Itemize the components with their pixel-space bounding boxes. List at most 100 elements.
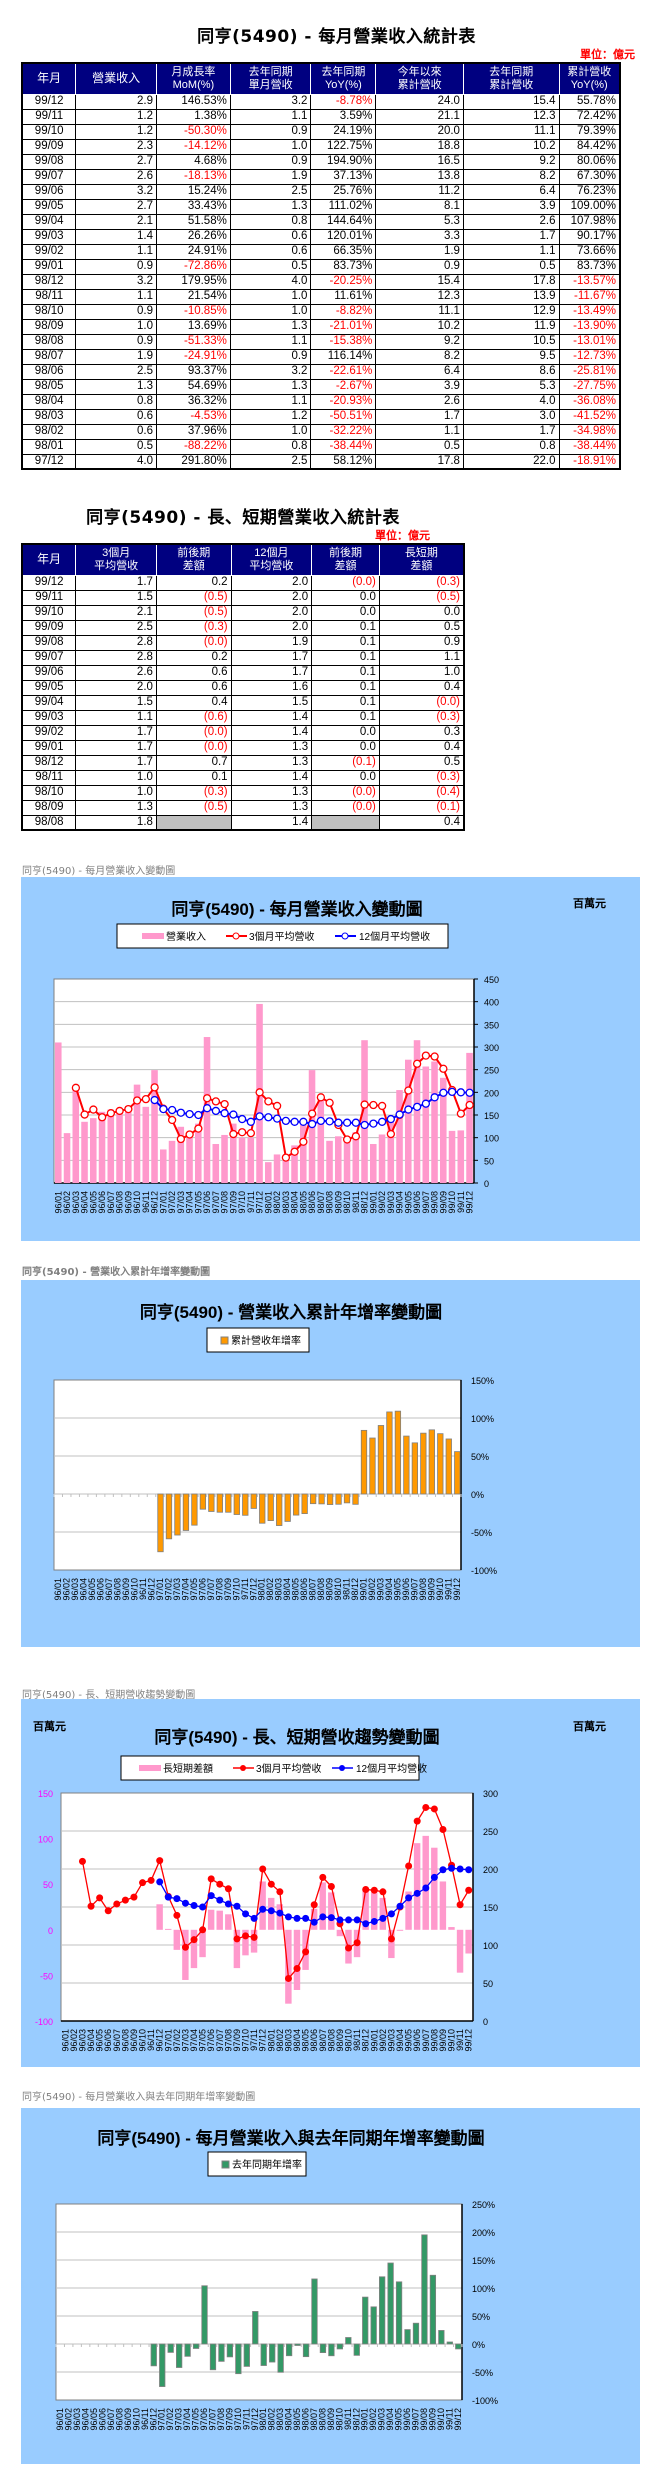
data-bar: [218, 2343, 225, 2362]
table-cell: 0.4: [155, 694, 232, 711]
table-cell: 2.0: [75, 679, 157, 696]
table-cell: (0.5): [155, 604, 232, 621]
x-axis-label: 99/11: [443, 1578, 453, 1600]
x-axis-label: 96/05: [95, 2029, 105, 2052]
y-axis-label: 50%: [472, 2312, 490, 2322]
table-cell: 11.2: [375, 183, 464, 200]
data-bar: [301, 1493, 308, 1515]
revenue-bar: [265, 1162, 272, 1183]
x-axis-label: 98/05: [292, 2408, 302, 2431]
data-bar: [370, 2306, 377, 2345]
x-axis-label: 96/05: [88, 1191, 98, 1214]
data-bar: [352, 1493, 359, 1505]
table-cell: -18.13%: [155, 168, 231, 185]
x-axis-label: 99/10: [447, 1191, 457, 1214]
table-cell: 1.5: [75, 694, 157, 711]
table-cell: -38.44%: [558, 438, 621, 455]
diff-bar: [216, 1910, 223, 1930]
table-cell: 6.4: [375, 363, 464, 380]
x-axis-label: 98/03: [283, 2029, 293, 2052]
table-cell: 0.1: [311, 679, 380, 696]
x-axis-label: 97/09: [224, 2408, 234, 2431]
table-row: 97/12 4.0 291.80% 2.5 58.12% 17.8 22.0 -18.91%: [21, 453, 621, 470]
data-bar: [379, 2276, 386, 2345]
table-cell: 0.9: [229, 123, 312, 140]
table-cell: 1.4: [230, 709, 313, 726]
table-cell: 1.0: [378, 664, 465, 681]
unit-label: 百萬元: [573, 896, 606, 910]
x-axis-label: 97/08: [223, 2029, 233, 2052]
table-cell: 1.0: [229, 303, 312, 320]
x-axis-label: 96/10: [131, 2408, 141, 2431]
x-axis-label: 97/01: [158, 1191, 168, 1214]
table-cell: 120.01%: [310, 228, 377, 245]
table-cell: 2.1: [75, 604, 157, 621]
y-axis-label: 150: [484, 1111, 499, 1121]
table-cell: 1.0: [75, 318, 157, 335]
table-cell: 99/06: [21, 664, 77, 681]
table-cell: 98/09: [21, 318, 77, 335]
table-cell: 144.64%: [310, 213, 377, 230]
x-axis-label: 99/01: [369, 2029, 379, 2052]
table-cell: 1.1: [75, 288, 157, 305]
table-row: 98/11 1.1 21.54% 1.0 11.61% 12.3 13.9 -11.67%: [21, 288, 621, 305]
x-axis-label: 97/08: [216, 2408, 226, 2431]
revenue-bar: [361, 1040, 368, 1183]
data-bar: [446, 2341, 453, 2345]
plot-area: [53, 978, 475, 1184]
revenue-bar: [90, 1118, 97, 1183]
x-axis-label: 98/07: [308, 1578, 318, 1601]
table-cell: 2.0: [230, 619, 313, 636]
table-cell: 1.4: [230, 769, 313, 786]
y-axis-label: 200: [484, 1088, 499, 1098]
table-row: 99/07 2.6 -18.13% 1.9 37.13% 13.8 8.2 67.30%: [21, 168, 621, 185]
x-axis-label: 98/08: [325, 1191, 335, 1214]
x-axis-label: 96/06: [98, 2408, 108, 2431]
x-axis-label: 96/09: [123, 2408, 133, 2431]
table-cell: 1.9: [230, 634, 313, 651]
x-axis-label: 98/10: [333, 1578, 343, 1601]
table-cell: -8.82%: [310, 303, 377, 320]
data-bar: [157, 1493, 164, 1553]
x-axis-label: 96/04: [79, 1578, 89, 1601]
table-cell: 99/07: [21, 649, 77, 666]
table-cell: 99/12: [21, 93, 77, 110]
diff-bar: [182, 1929, 189, 1980]
table-cell: -13.49%: [558, 303, 621, 320]
x-axis-label: 97/03: [180, 2029, 190, 2052]
column-header: 去年同期 YoY(%): [310, 62, 377, 95]
monthly-revenue-table: 年月 營業收入 月成長率 MoM(%) 去年同期 單月營收 去年同期 YoY(%) 今年以來 累計…: [21, 62, 621, 470]
table-cell: 8.1: [375, 198, 464, 215]
x-axis-label: 98/03: [274, 1578, 284, 1601]
revenue-bar: [466, 1052, 473, 1183]
table-cell: 2.6: [462, 213, 560, 230]
x-axis-label: 96/06: [96, 1578, 106, 1601]
table-cell: 111.02%: [310, 198, 377, 215]
data-bar: [429, 2274, 437, 2345]
x-axis-label: 99/07: [410, 2408, 420, 2431]
x-axis-label: 96/02: [64, 2408, 74, 2431]
data-bar: [377, 1425, 385, 1495]
table-row: 98/12 1.7 0.7 1.3 (0.1) 0.5: [21, 754, 465, 771]
plot-area: [53, 1379, 462, 1571]
left-y-axis-label: -100: [35, 2017, 53, 2027]
table-cell: 0.1: [311, 694, 380, 711]
x-axis-label: 99/02: [368, 2408, 378, 2431]
table-cell: [311, 814, 380, 831]
table-cell: 0.6: [75, 408, 157, 425]
table-cell: 37.96%: [155, 423, 231, 440]
x-axis-label: 98/06: [307, 1191, 317, 1214]
table-cell: 107.98%: [558, 213, 621, 230]
x-axis-label: 99/05: [404, 2029, 414, 2052]
revenue-bar: [291, 1145, 298, 1183]
table-cell: 1.2: [229, 408, 312, 425]
x-axis-label: 99/12: [452, 1578, 462, 1601]
y-axis-label: 100%: [471, 1414, 494, 1424]
x-axis-label: 99/08: [429, 2029, 439, 2052]
left-y-axis-label: 100: [38, 1835, 53, 1845]
table-cell: 25.76%: [310, 183, 377, 200]
table-cell: (0.3): [155, 784, 232, 801]
revenue-bar: [107, 1109, 115, 1183]
data-bar: [199, 1493, 207, 1510]
table-cell: 0.0: [311, 739, 380, 756]
